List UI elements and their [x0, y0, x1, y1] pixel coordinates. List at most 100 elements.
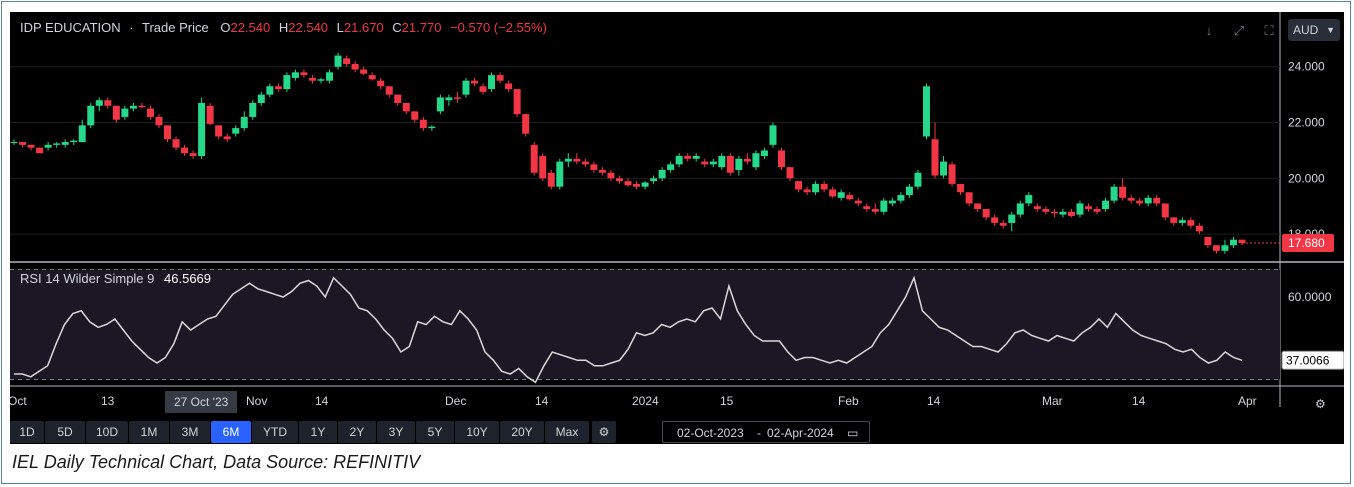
candle-body [752, 153, 760, 168]
candle-body [991, 217, 999, 223]
candle-body [1178, 220, 1186, 223]
price-tag: 17.680 [1288, 236, 1325, 250]
candle-body [232, 128, 240, 134]
candle-body [743, 158, 751, 162]
candle-body [607, 172, 615, 179]
candle-body [283, 75, 291, 90]
candle-body [718, 156, 726, 168]
candle-body [291, 72, 299, 78]
candle-body [871, 209, 879, 212]
candle-body [1076, 203, 1084, 215]
candle-body [590, 164, 598, 170]
price-tick-label: 24.000 [1288, 60, 1325, 74]
open-label: O [220, 20, 230, 35]
candle-body [78, 125, 86, 143]
timeframe-toolbar: 1D 5D 10D 1M 3M 6M YTD 1Y 2Y 3Y 5Y 10Y 20Y Max ⚙ 02-Oct… [10, 417, 1344, 444]
candle-body [300, 72, 308, 76]
timeframe-5y-button[interactable]: 5Y [416, 421, 454, 443]
candle-body [940, 161, 948, 176]
candle-body [436, 97, 444, 112]
timeframe-1y-button[interactable]: 1Y [299, 421, 337, 443]
candle-body [249, 103, 257, 117]
cursor-date-bg [165, 391, 237, 413]
candle-body [19, 142, 27, 145]
close-label: C [392, 20, 401, 35]
candle-body [70, 140, 78, 143]
candle-body [189, 153, 197, 156]
currency-value: AUD [1293, 23, 1319, 37]
chart-widget: 24.00022.00020.00018.00017.68060.000037.… [10, 12, 1344, 444]
timeframe-1d-button[interactable]: 1D [10, 421, 44, 443]
candle-body [257, 94, 265, 103]
cursor-date-label: 27 Oct '23 [174, 395, 229, 409]
timeframe-3y-button[interactable]: 3Y [377, 421, 415, 443]
candle-body [837, 192, 845, 198]
candle-body [641, 182, 649, 187]
date-range-picker[interactable]: 02-Oct-2023-02-Apr-2024 ▭ [662, 421, 870, 443]
candle-body [198, 103, 206, 156]
fullscreen-icon[interactable]: ⛶ [1264, 23, 1274, 38]
candle-body [164, 125, 171, 140]
candle-body [965, 192, 973, 204]
candle-body [462, 80, 470, 95]
candle-body [1153, 197, 1161, 204]
chart-svg[interactable]: 24.00022.00020.00018.00017.68060.000037.… [10, 12, 1344, 417]
candle-body [658, 169, 666, 179]
timeframe-10y-button[interactable]: 10Y [455, 421, 499, 443]
timeframe-ytd-button[interactable]: YTD [252, 421, 298, 443]
candle-body [1204, 236, 1212, 246]
candle-body [334, 55, 342, 67]
x-tick-label: Apr [1238, 394, 1257, 408]
candle-body [1229, 239, 1237, 246]
candle-body [453, 97, 461, 99]
candle-body [27, 144, 35, 148]
candle-body [368, 75, 376, 80]
rsi-line [14, 275, 1243, 384]
candle-body [795, 181, 803, 190]
candle-body [564, 158, 572, 162]
candle-body [803, 189, 811, 193]
candle-body [769, 125, 777, 145]
x-tick-label: 15 [720, 394, 734, 408]
timeframe-settings-icon[interactable]: ⚙ [592, 421, 616, 443]
timeframe-1m-button[interactable]: 1M [129, 421, 169, 443]
candle-body [360, 69, 368, 74]
rsi-tag: 37.0066 [1286, 353, 1330, 367]
timeframe-6m-button[interactable]: 6M [211, 421, 251, 443]
candle-body [215, 125, 223, 137]
price-field: Trade Price [142, 20, 209, 35]
currency-select[interactable]: AUD ▼ [1288, 19, 1340, 41]
candle-body [897, 195, 905, 201]
timeframe-5d-button[interactable]: 5D [45, 421, 85, 443]
candle-body [778, 150, 785, 168]
candle-body [957, 183, 965, 193]
candle-body [846, 195, 854, 200]
rsi-tick-label: 60.0000 [1288, 290, 1332, 304]
expand-icon[interactable]: ⤢ [1233, 23, 1245, 38]
candle-body [1144, 197, 1152, 204]
candle-body [667, 164, 675, 170]
candle-body [445, 97, 453, 101]
candle-body [633, 183, 641, 187]
timeframe-max-button[interactable]: Max [545, 421, 589, 443]
timeframe-2y-button[interactable]: 2Y [338, 421, 376, 443]
timeframe-20y-button[interactable]: 20Y [500, 421, 544, 443]
timeframe-10d-button[interactable]: 10D [86, 421, 128, 443]
x-tick-label: 13 [101, 394, 115, 408]
arrow-down-icon[interactable]: ↓ [1205, 23, 1213, 38]
candle-body [206, 105, 214, 124]
candle-body [760, 150, 768, 156]
x-tick-label: 2024 [632, 394, 659, 408]
low-label: L [337, 20, 344, 35]
rsi-label: RSI 14 Wilder Simple 9 [20, 271, 154, 286]
price-tag-bg [1282, 234, 1334, 253]
candle-body [95, 100, 103, 106]
x-tick-label: 14 [1132, 394, 1146, 408]
candle-body [402, 103, 410, 112]
candle-body [1119, 186, 1127, 198]
candle-body [598, 169, 606, 173]
rsi-tag-bg [1281, 350, 1344, 370]
timeframe-3m-button[interactable]: 3M [170, 421, 210, 443]
date-separator: - [757, 426, 761, 440]
